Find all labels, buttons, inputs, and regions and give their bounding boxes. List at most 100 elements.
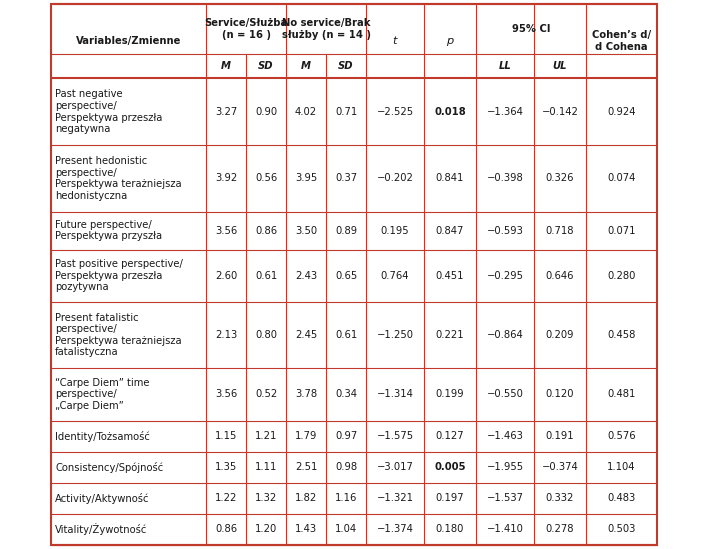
Text: 0.841: 0.841 [436, 173, 464, 183]
Text: Consistency/Spójność: Consistency/Spójność [55, 462, 164, 473]
Text: 1.82: 1.82 [295, 494, 317, 503]
Text: −1.314: −1.314 [377, 389, 413, 400]
Text: 0.646: 0.646 [546, 271, 574, 281]
Text: 0.847: 0.847 [436, 226, 464, 236]
Text: Past positive perspective/
Perspektywa przeszła
pozytywna: Past positive perspective/ Perspektywa p… [55, 259, 183, 292]
Text: 1.35: 1.35 [215, 462, 237, 472]
Text: 0.89: 0.89 [335, 226, 357, 236]
Text: 0.718: 0.718 [546, 226, 574, 236]
Text: 3.27: 3.27 [215, 107, 237, 117]
Text: Identity/Tożsamość: Identity/Tożsamość [55, 430, 150, 441]
Text: 1.11: 1.11 [255, 462, 278, 472]
Text: 4.02: 4.02 [295, 107, 317, 117]
Text: 0.61: 0.61 [335, 330, 357, 340]
Text: 0.209: 0.209 [546, 330, 574, 340]
Text: 0.120: 0.120 [546, 389, 574, 400]
Text: 1.20: 1.20 [255, 524, 277, 534]
Text: 1.22: 1.22 [215, 494, 237, 503]
Text: “Carpe Diem” time
perspective/
„Carpe Diem”: “Carpe Diem” time perspective/ „Carpe Di… [55, 378, 149, 411]
Text: 0.180: 0.180 [436, 524, 464, 534]
Text: Activity/Aktywność: Activity/Aktywność [55, 493, 149, 504]
Text: 2.60: 2.60 [215, 271, 237, 281]
Text: 0.61: 0.61 [255, 271, 277, 281]
Text: M: M [301, 61, 311, 71]
Text: Past negative
perspective/
Perspektywa przeszła
negatywna: Past negative perspective/ Perspektywa p… [55, 89, 162, 134]
Text: Vitality/Żywotność: Vitality/Żywotność [55, 524, 147, 535]
Text: Variables/Zmienne: Variables/Zmienne [76, 36, 181, 46]
Text: −0.864: −0.864 [486, 330, 523, 340]
Text: 3.56: 3.56 [215, 226, 237, 236]
Text: −1.575: −1.575 [377, 431, 413, 441]
Text: 3.92: 3.92 [215, 173, 237, 183]
Text: Service/Służba
(n = 16 ): Service/Służba (n = 16 ) [205, 18, 287, 40]
Text: SD: SD [338, 61, 354, 71]
Text: 3.95: 3.95 [295, 173, 317, 183]
Text: 0.90: 0.90 [255, 107, 277, 117]
Text: 2.51: 2.51 [295, 462, 317, 472]
Text: 0.52: 0.52 [255, 389, 277, 400]
Text: −1.955: −1.955 [486, 462, 523, 472]
Text: 0.37: 0.37 [335, 173, 357, 183]
Text: −1.321: −1.321 [377, 494, 413, 503]
Text: 0.280: 0.280 [607, 271, 636, 281]
Text: 0.197: 0.197 [435, 494, 464, 503]
Text: −0.398: −0.398 [486, 173, 523, 183]
Text: 0.71: 0.71 [335, 107, 357, 117]
Text: 1.21: 1.21 [255, 431, 278, 441]
Text: UL: UL [553, 61, 567, 71]
Text: p: p [446, 36, 454, 46]
Text: 2.43: 2.43 [295, 271, 317, 281]
Text: −3.017: −3.017 [377, 462, 413, 472]
Text: −1.250: −1.250 [377, 330, 413, 340]
Text: −0.593: −0.593 [486, 226, 523, 236]
Text: LL: LL [498, 61, 511, 71]
Text: 0.503: 0.503 [607, 524, 636, 534]
Bar [51, 4, 657, 545]
Text: t: t [393, 36, 397, 46]
Text: −1.410: −1.410 [486, 524, 523, 534]
Text: SD: SD [258, 61, 274, 71]
Text: 0.924: 0.924 [607, 107, 636, 117]
Text: 3.56: 3.56 [215, 389, 237, 400]
Text: 1.79: 1.79 [295, 431, 317, 441]
Text: 3.50: 3.50 [295, 226, 317, 236]
Text: 0.191: 0.191 [546, 431, 574, 441]
Text: 0.86: 0.86 [215, 524, 237, 534]
Text: 2.13: 2.13 [215, 330, 237, 340]
Text: Present hedonistic
perspective/
Perspektywa terażniejsza
hedonistyczna: Present hedonistic perspective/ Perspekt… [55, 156, 182, 201]
Text: 0.005: 0.005 [434, 462, 466, 472]
Text: 0.195: 0.195 [381, 226, 409, 236]
Text: 1.16: 1.16 [335, 494, 358, 503]
Text: 0.65: 0.65 [335, 271, 357, 281]
Text: −1.537: −1.537 [486, 494, 523, 503]
Text: 0.199: 0.199 [435, 389, 464, 400]
Text: Cohen’s d/
d Cohena: Cohen’s d/ d Cohena [592, 30, 651, 52]
Text: 1.15: 1.15 [215, 431, 237, 441]
Text: 0.127: 0.127 [435, 431, 464, 441]
Text: −1.364: −1.364 [486, 107, 523, 117]
Text: 0.80: 0.80 [255, 330, 277, 340]
Text: 0.451: 0.451 [435, 271, 464, 281]
Text: 3.78: 3.78 [295, 389, 317, 400]
Text: −0.295: −0.295 [486, 271, 523, 281]
Text: Present fatalistic
perspective/
Perspektywa terażniejsza
fatalistyczna: Present fatalistic perspective/ Perspekt… [55, 312, 182, 357]
Text: −1.463: −1.463 [486, 431, 523, 441]
Text: 0.481: 0.481 [607, 389, 636, 400]
Bar [51, 4, 657, 79]
Text: Future perspective/
Perspektywa przyszła: Future perspective/ Perspektywa przyszła [55, 220, 162, 242]
Text: −0.142: −0.142 [542, 107, 578, 117]
Text: −0.202: −0.202 [377, 173, 413, 183]
Text: 0.34: 0.34 [335, 389, 357, 400]
Text: 0.071: 0.071 [607, 226, 636, 236]
Text: 0.221: 0.221 [435, 330, 464, 340]
Text: 1.32: 1.32 [255, 494, 277, 503]
Text: 0.326: 0.326 [546, 173, 574, 183]
Text: No service/Brak
służby (n = 14 ): No service/Brak służby (n = 14 ) [282, 18, 370, 40]
Text: 0.86: 0.86 [255, 226, 277, 236]
Text: 0.576: 0.576 [607, 431, 636, 441]
Text: 1.04: 1.04 [335, 524, 357, 534]
Text: 1.104: 1.104 [607, 462, 636, 472]
Text: 0.278: 0.278 [546, 524, 574, 534]
Text: 0.458: 0.458 [607, 330, 636, 340]
Text: 95% CI: 95% CI [512, 24, 550, 34]
